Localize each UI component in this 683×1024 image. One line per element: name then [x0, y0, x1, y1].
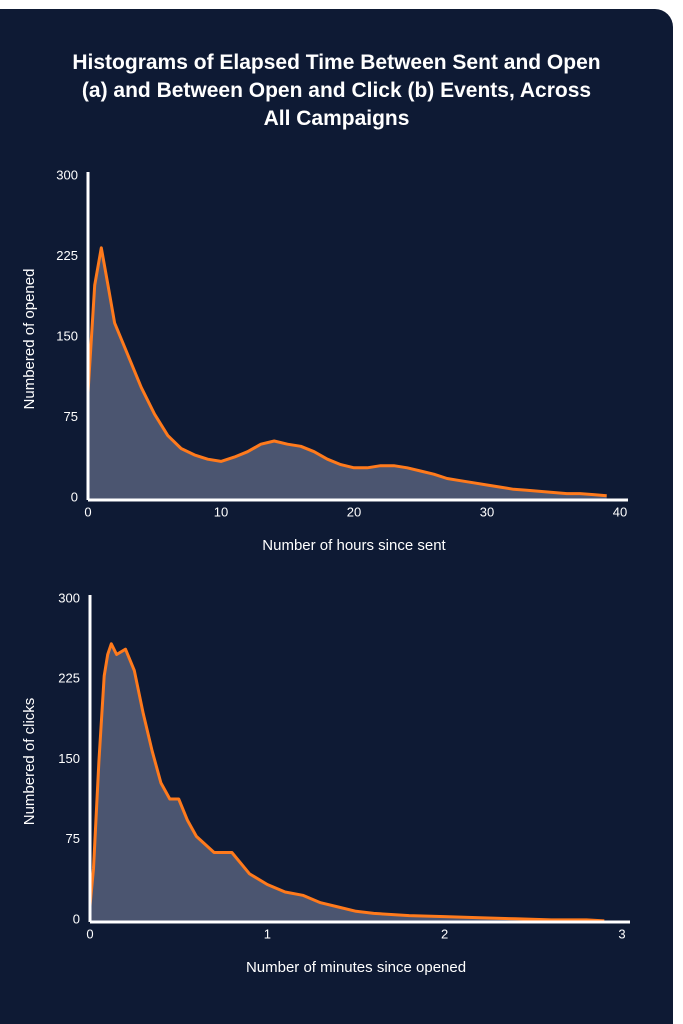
line: [86, 246, 607, 498]
x-tick-label: 3: [618, 926, 625, 941]
area-fill: [88, 247, 607, 500]
page-title: Histograms of Elapsed Time Between Sent …: [72, 51, 601, 130]
y-tick-label: 150: [56, 328, 78, 343]
x-axis-label: Number of minutes since opened: [246, 959, 466, 976]
x-tick-label: 40: [613, 504, 627, 519]
y-tick-label: 75: [64, 409, 78, 424]
x-axis-label: Number of hours since sent: [262, 537, 446, 554]
line: [88, 642, 605, 923]
x-tick-label: 1: [264, 926, 271, 941]
x-tick-label: 20: [347, 504, 361, 519]
x-tick-label: 0: [84, 504, 91, 519]
x-tick-label: 2: [441, 926, 448, 941]
y-tick-label: 300: [56, 167, 78, 182]
y-tick-label: 225: [56, 248, 78, 263]
y-tick-label: 0: [71, 489, 78, 504]
y-tick-label: 300: [58, 590, 80, 605]
y-tick-label: 75: [66, 831, 80, 846]
x-tick-label: 30: [480, 504, 494, 519]
y-tick-label: 0: [73, 911, 80, 926]
area-fill: [90, 643, 605, 922]
x-tick-label: 10: [214, 504, 228, 519]
y-axis-label: Numbered of clicks: [21, 698, 38, 826]
y-tick-label: 225: [58, 671, 80, 686]
x-tick-label: 0: [86, 926, 93, 941]
y-axis-label: Numbered of opened: [21, 269, 38, 410]
y-tick-label: 150: [58, 751, 80, 766]
